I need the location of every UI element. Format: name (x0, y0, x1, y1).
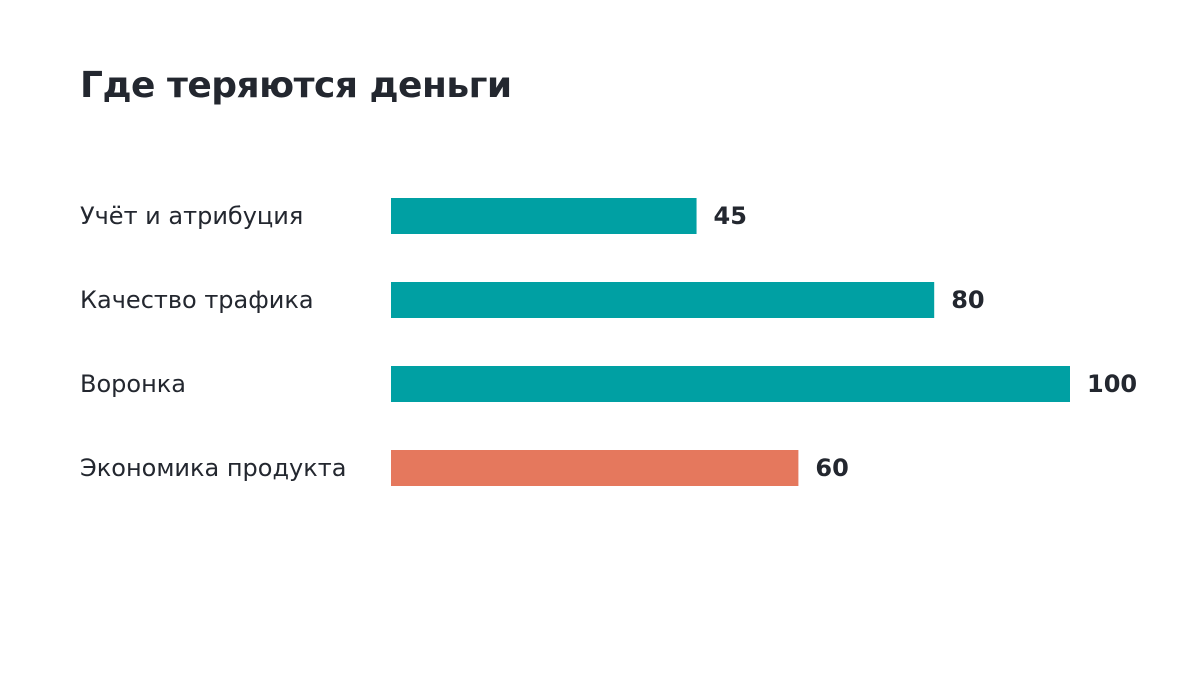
value-label: 45 (714, 202, 747, 230)
value-label: 60 (815, 454, 848, 482)
category-label: Качество трафика (80, 286, 314, 314)
category-label: Экономика продукта (80, 454, 346, 482)
chart-title: Где теряются деньги (80, 65, 512, 106)
bar (391, 450, 799, 486)
value-label: 100 (1087, 370, 1137, 398)
bar (391, 366, 1070, 402)
value-label: 80 (951, 286, 984, 314)
category-label: Учёт и атрибуция (80, 202, 303, 230)
category-label: Воронка (80, 370, 186, 398)
bar (391, 198, 697, 234)
bar (391, 282, 935, 318)
